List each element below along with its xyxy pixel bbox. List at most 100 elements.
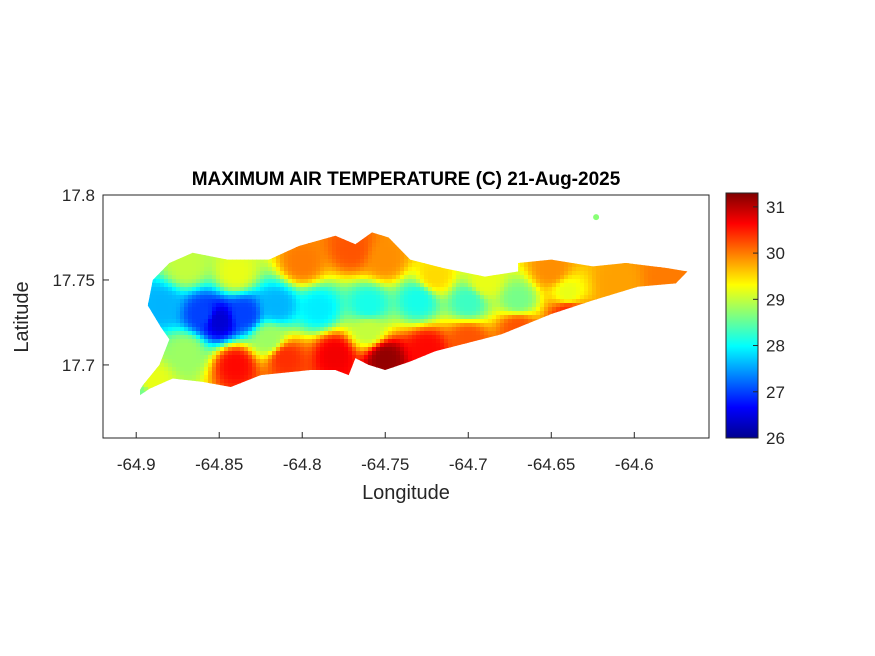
field-cell (408, 355, 413, 360)
field-cell (404, 287, 409, 292)
field-cell (384, 255, 389, 260)
field-cell (264, 339, 269, 344)
field-cell (172, 291, 177, 296)
field-cell (320, 315, 325, 320)
field-cell (360, 243, 365, 248)
field-cell (400, 295, 405, 300)
field-cell (468, 287, 473, 292)
field-cell (412, 327, 417, 332)
field-cell (288, 279, 293, 284)
field-cell (352, 331, 357, 336)
field-cell (368, 359, 373, 364)
field-cell (184, 271, 189, 276)
field-cell (448, 291, 453, 296)
field-cell (360, 327, 365, 332)
field-cell (500, 311, 505, 316)
field-cell (204, 311, 209, 316)
field-cell (304, 319, 309, 324)
field-cell (396, 251, 401, 256)
field-cell (248, 291, 253, 296)
field-cell (320, 359, 325, 364)
field-cell (192, 291, 197, 296)
field-cell (176, 311, 181, 316)
field-cell (244, 343, 249, 348)
field-cell (272, 259, 277, 264)
field-cell (156, 303, 161, 308)
field-cell (164, 355, 169, 360)
field-cell (484, 287, 489, 292)
field-cell (388, 275, 393, 280)
field-cell (168, 299, 173, 304)
field-cell (208, 379, 213, 384)
field-cell (276, 351, 281, 356)
field-cell (160, 299, 165, 304)
field-cell (216, 359, 221, 364)
field-cell (232, 267, 237, 272)
field-cell (336, 323, 341, 328)
field-cell (364, 279, 369, 284)
field-cell (336, 275, 341, 280)
field-cell (260, 363, 265, 368)
field-cell (204, 327, 209, 332)
field-cell (256, 323, 261, 328)
field-cell (408, 291, 413, 296)
field-cell (272, 371, 277, 376)
field-cell (320, 287, 325, 292)
field-cell (512, 311, 517, 316)
field-cell (184, 295, 189, 300)
field-cell (284, 311, 289, 316)
field-cell (352, 247, 357, 252)
field-cell (520, 311, 525, 316)
field-cell (456, 295, 461, 300)
field-cell (328, 287, 333, 292)
field-cell (324, 355, 329, 360)
field-cell (192, 347, 197, 352)
field-cell (360, 335, 365, 340)
field-cell (324, 243, 329, 248)
field-cell (368, 327, 373, 332)
field-cell (232, 375, 237, 380)
field-cell (204, 307, 209, 312)
field-cell (344, 347, 349, 352)
field-cell (384, 315, 389, 320)
field-cell (156, 299, 161, 304)
field-cell (408, 267, 413, 272)
field-cell (356, 355, 361, 360)
field-cell (260, 287, 265, 292)
field-cell (392, 243, 397, 248)
field-cell (420, 303, 425, 308)
field-cell (404, 359, 409, 364)
field-cell (236, 331, 241, 336)
field-cell (292, 259, 297, 264)
field-cell (264, 267, 269, 272)
field-cell (256, 347, 261, 352)
field-cell (356, 295, 361, 300)
field-cell (440, 283, 445, 288)
field-cell (432, 311, 437, 316)
field-cell (224, 259, 229, 264)
field-cell (152, 311, 157, 316)
field-cell (520, 299, 525, 304)
field-cell (324, 275, 329, 280)
field-cell (360, 359, 365, 364)
field-cell (196, 291, 201, 296)
field-cell (244, 291, 249, 296)
field-cell (200, 347, 205, 352)
field-cell (220, 367, 225, 372)
field-cell (464, 271, 469, 276)
field-cell (168, 271, 173, 276)
field-cell (228, 331, 233, 336)
field-cell (440, 287, 445, 292)
field-cell (416, 335, 421, 340)
field-cell (152, 283, 157, 288)
field-cell (208, 343, 213, 348)
field-cell (344, 303, 349, 308)
field-cell (148, 299, 153, 304)
field-cell (356, 243, 361, 248)
field-cell (372, 275, 377, 280)
field-cell (464, 299, 469, 304)
field-cell (300, 307, 305, 312)
field-cell (284, 279, 289, 284)
field-cell (260, 295, 265, 300)
field-cell (204, 335, 209, 340)
